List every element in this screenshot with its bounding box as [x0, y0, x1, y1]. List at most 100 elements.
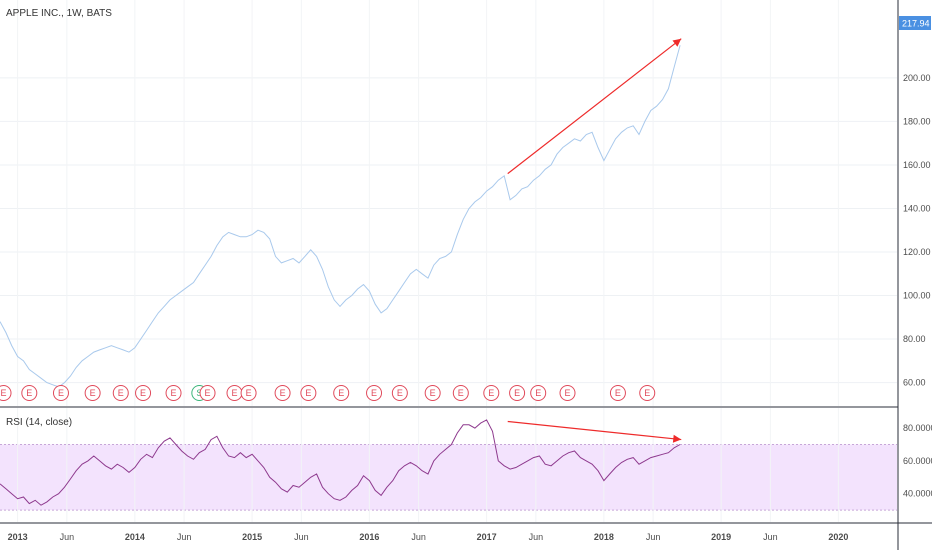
price-y-tick: 60.00	[903, 378, 926, 388]
event-marker-label: E	[458, 388, 464, 398]
time-axis-tick: Jun	[529, 532, 544, 542]
event-marker[interactable]: E	[52, 385, 69, 401]
event-marker[interactable]: E	[21, 385, 38, 401]
event-marker-circle	[135, 385, 152, 401]
time-axis-tick: 2019	[711, 532, 731, 542]
time-axis-tick: 2020	[828, 532, 848, 542]
event-marker-circle	[509, 385, 526, 401]
event-marker-label: E	[205, 388, 211, 398]
time-axis-tick: Jun	[177, 532, 192, 542]
event-marker-circle	[21, 385, 38, 401]
time-axis-tick: Jun	[646, 532, 661, 542]
event-marker-label: E	[280, 388, 286, 398]
rsi-pane-title: RSI (14, close)	[6, 417, 72, 428]
price-pane-title: APPLE INC., 1W, BATS	[6, 8, 112, 19]
time-axis: 2013 Jun 2014 Jun 2015 Jun 2016 Jun 2017 Jun 2018 J…	[8, 532, 849, 542]
event-marker-circle	[52, 385, 69, 401]
event-marker[interactable]: E	[84, 385, 101, 401]
event-marker-label: E	[1, 388, 7, 398]
event-marker[interactable]: E	[452, 385, 469, 401]
price-trend-arrow	[507, 38, 682, 175]
event-marker[interactable]: E	[0, 385, 12, 401]
event-marker-circle	[165, 385, 182, 401]
rsi-y-tick: 60.0000	[903, 456, 932, 466]
rsi-y-axis: 40.0000 60.0000 80.0000	[903, 423, 932, 499]
event-marker[interactable]: E	[165, 385, 182, 401]
event-marker-circle	[559, 385, 576, 401]
event-marker-circle	[424, 385, 441, 401]
event-marker[interactable]: E	[424, 385, 441, 401]
time-axis-tick: Jun	[60, 532, 75, 542]
rsi-gridlines	[17, 408, 839, 522]
time-axis-tick: Jun	[294, 532, 309, 542]
event-marker[interactable]: E	[226, 385, 243, 401]
event-marker-label: E	[171, 388, 177, 398]
event-marker[interactable]: E	[559, 385, 576, 401]
rsi-series-line	[0, 419, 681, 506]
event-marker-label: S	[196, 388, 202, 398]
event-marker-label: E	[488, 388, 494, 398]
event-marker[interactable]: E	[391, 385, 408, 401]
time-axis-tick: 2017	[477, 532, 497, 542]
event-marker[interactable]: E	[240, 385, 257, 401]
event-marker-circle	[112, 385, 129, 401]
last-price-badge-bg	[899, 16, 931, 30]
event-marker[interactable]: E	[366, 385, 383, 401]
price-y-tick: 160.00	[903, 160, 931, 170]
event-marker[interactable]: E	[609, 385, 626, 401]
event-marker[interactable]: E	[135, 385, 152, 401]
price-y-tick: 140.00	[903, 203, 931, 213]
price-trend-arrowhead	[672, 38, 682, 47]
time-axis-tick: 2014	[125, 532, 145, 542]
event-marker-circle	[483, 385, 500, 401]
last-price-badge: 217.94	[899, 16, 931, 30]
event-marker-label: E	[338, 388, 344, 398]
event-marker-label: E	[565, 388, 571, 398]
event-marker-label: E	[430, 388, 436, 398]
event-marker[interactable]: E	[639, 385, 656, 401]
price-y-tick: 80.00	[903, 334, 926, 344]
event-marker-circle	[274, 385, 291, 401]
last-price-value: 217.94	[902, 19, 930, 29]
event-marker-label: E	[514, 388, 520, 398]
time-axis-tick: 2015	[242, 532, 262, 542]
event-marker[interactable]: E	[274, 385, 291, 401]
price-y-tick: 120.00	[903, 247, 931, 257]
price-series-line	[0, 45, 681, 388]
event-marker-circle	[609, 385, 626, 401]
event-marker-circle	[639, 385, 656, 401]
event-marker-label: E	[644, 388, 650, 398]
event-marker-circle	[391, 385, 408, 401]
event-marker-label: E	[58, 388, 64, 398]
event-marker[interactable]: E	[509, 385, 526, 401]
time-axis-tick: 2018	[594, 532, 614, 542]
event-marker[interactable]: E	[530, 385, 547, 401]
event-marker-label: E	[615, 388, 621, 398]
time-axis-tick: 2016	[359, 532, 379, 542]
time-axis-tick: Jun	[411, 532, 426, 542]
time-axis-tick: 2013	[8, 532, 28, 542]
event-marker-circle	[366, 385, 383, 401]
price-y-tick: 100.00	[903, 291, 931, 301]
rsi-y-tick: 80.0000	[903, 423, 932, 433]
event-marker-label: E	[118, 388, 124, 398]
price-y-tick: 200.00	[903, 73, 931, 83]
event-marker-label: E	[140, 388, 146, 398]
event-marker[interactable]: E	[199, 385, 216, 401]
event-marker[interactable]: E	[483, 385, 500, 401]
rsi-trend-arrow	[507, 420, 682, 441]
time-axis-tick: Jun	[763, 532, 778, 542]
event-marker-circle	[300, 385, 317, 401]
price-y-axis: 60.00 80.00 100.00 120.00 140.00 160.00 180.00…	[903, 73, 931, 388]
event-marker-label: E	[535, 388, 541, 398]
event-marker-label: E	[246, 388, 252, 398]
event-marker-circle	[333, 385, 350, 401]
event-marker-label: E	[90, 388, 96, 398]
event-marker[interactable]: E	[112, 385, 129, 401]
event-marker[interactable]: E	[333, 385, 350, 401]
event-marker-label: E	[397, 388, 403, 398]
event-marker-circle	[452, 385, 469, 401]
event-marker-label: E	[26, 388, 32, 398]
event-marker[interactable]: E	[300, 385, 317, 401]
